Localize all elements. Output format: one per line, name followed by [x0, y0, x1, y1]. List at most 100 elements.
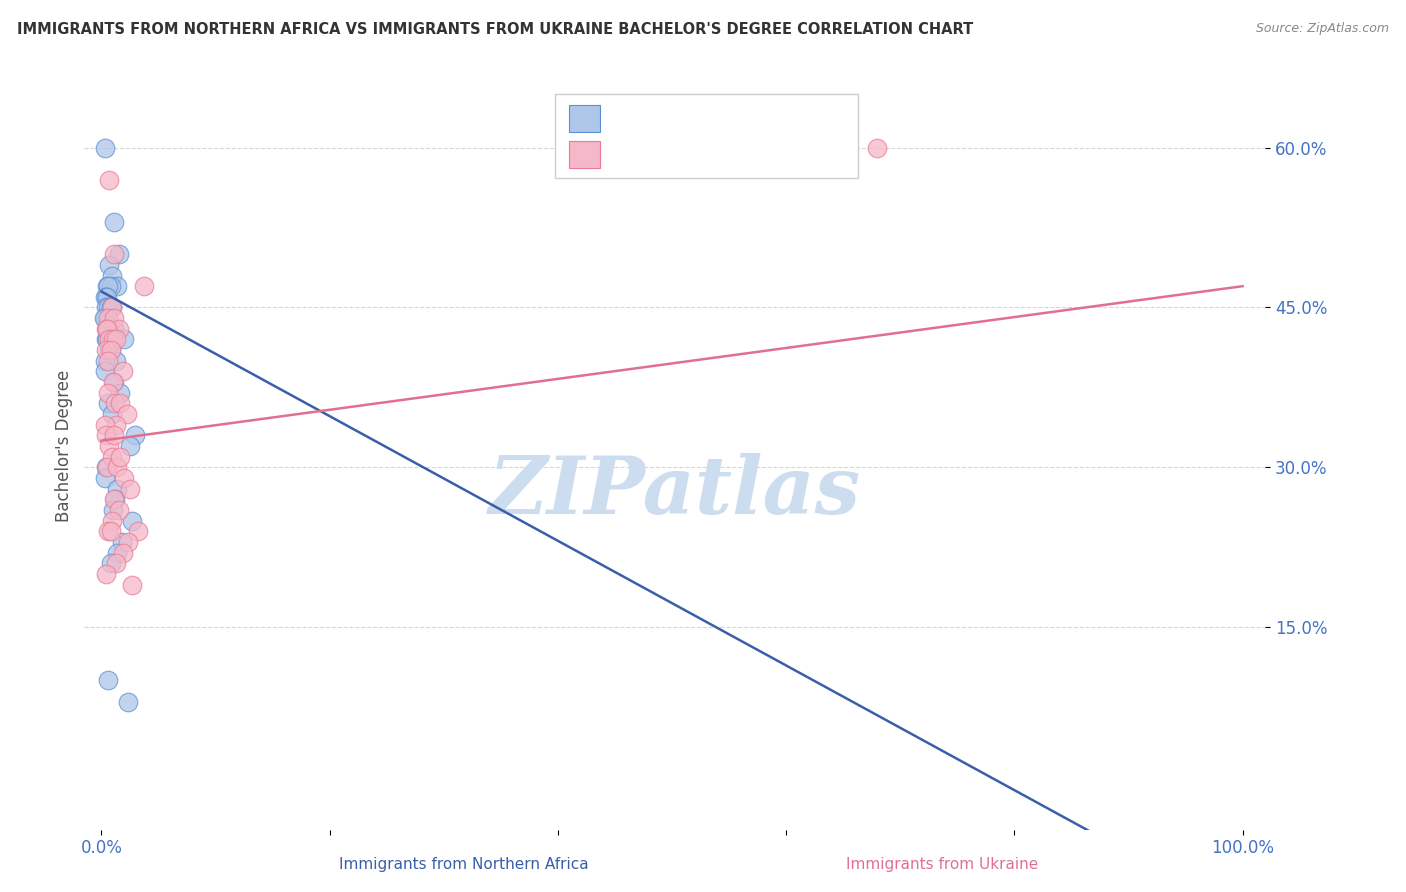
Point: [866, 141, 889, 155]
Text: -0.556: -0.556: [651, 110, 710, 128]
Point: [94, 322, 117, 336]
Point: [94, 471, 117, 485]
Point: [132, 279, 155, 293]
Point: [111, 535, 134, 549]
Point: [97, 385, 120, 400]
Point: [100, 450, 122, 464]
Point: [98, 258, 121, 272]
Y-axis label: Bachelor's Degree: Bachelor's Degree: [55, 370, 73, 522]
Point: [97, 524, 120, 539]
Point: [112, 545, 135, 559]
Point: [101, 333, 124, 347]
Point: [100, 343, 122, 358]
Point: [97, 396, 120, 410]
Point: [100, 268, 122, 283]
Text: R =: R =: [612, 145, 648, 163]
Text: Immigrants from Northern Africa: Immigrants from Northern Africa: [339, 857, 589, 872]
Point: [104, 396, 127, 410]
Point: [121, 514, 143, 528]
Point: [100, 301, 122, 315]
Point: [97, 353, 120, 368]
Point: [107, 503, 129, 517]
Point: [103, 215, 125, 229]
Text: ZIPatlas: ZIPatlas: [489, 453, 860, 531]
Point: [96, 322, 118, 336]
Point: [94, 364, 117, 378]
Point: [103, 492, 125, 507]
Point: [94, 417, 117, 432]
Point: [108, 450, 131, 464]
Point: [108, 385, 131, 400]
Point: [103, 247, 125, 261]
Point: [94, 290, 117, 304]
Point: [117, 535, 139, 549]
Text: IMMIGRANTS FROM NORTHERN AFRICA VS IMMIGRANTS FROM UKRAINE BACHELOR'S DEGREE COR: IMMIGRANTS FROM NORTHERN AFRICA VS IMMIG…: [17, 22, 973, 37]
Point: [100, 343, 122, 358]
Point: [118, 482, 141, 496]
Point: [124, 428, 146, 442]
Point: [112, 471, 135, 485]
Point: [97, 322, 120, 336]
Point: [105, 417, 128, 432]
Point: [101, 375, 124, 389]
Point: [98, 343, 121, 358]
Point: [94, 141, 117, 155]
Text: 0.170: 0.170: [651, 145, 709, 163]
Point: [105, 353, 128, 368]
Point: [94, 311, 117, 326]
Point: [100, 279, 122, 293]
Point: [115, 407, 138, 421]
Point: [100, 301, 122, 315]
Point: [97, 673, 120, 688]
Text: 43: 43: [763, 145, 787, 163]
Point: [96, 279, 118, 293]
Point: [97, 279, 120, 293]
Point: [96, 460, 118, 475]
Point: [103, 375, 125, 389]
Point: [127, 524, 149, 539]
Point: [107, 460, 129, 475]
Text: Immigrants from Ukraine: Immigrants from Ukraine: [846, 857, 1038, 872]
Text: N =: N =: [717, 145, 765, 163]
Point: [100, 556, 122, 570]
Point: [98, 333, 121, 347]
Point: [94, 460, 117, 475]
Point: [121, 577, 143, 591]
Point: [112, 364, 135, 378]
Point: [107, 279, 129, 293]
Point: [100, 524, 122, 539]
Point: [118, 439, 141, 453]
Point: [96, 333, 118, 347]
Text: R =: R =: [612, 110, 648, 128]
Point: [100, 301, 122, 315]
Point: [96, 290, 118, 304]
Point: [101, 503, 124, 517]
Point: [105, 556, 128, 570]
Point: [97, 301, 120, 315]
Point: [107, 247, 129, 261]
Point: [94, 301, 117, 315]
Point: [108, 396, 131, 410]
Point: [98, 172, 121, 186]
Point: [107, 482, 129, 496]
Text: N =: N =: [717, 110, 765, 128]
Point: [103, 428, 125, 442]
Point: [112, 333, 135, 347]
Point: [94, 343, 117, 358]
Point: [100, 514, 122, 528]
Point: [117, 695, 139, 709]
Point: [103, 322, 125, 336]
Point: [105, 333, 128, 347]
Point: [104, 492, 127, 507]
Point: [94, 428, 117, 442]
Point: [107, 322, 129, 336]
Point: [107, 545, 129, 559]
Point: [94, 353, 117, 368]
Point: [98, 439, 121, 453]
Text: 45: 45: [763, 110, 786, 128]
Point: [94, 566, 117, 581]
Point: [94, 290, 117, 304]
Point: [100, 407, 122, 421]
Point: [93, 311, 115, 326]
Point: [103, 311, 125, 326]
